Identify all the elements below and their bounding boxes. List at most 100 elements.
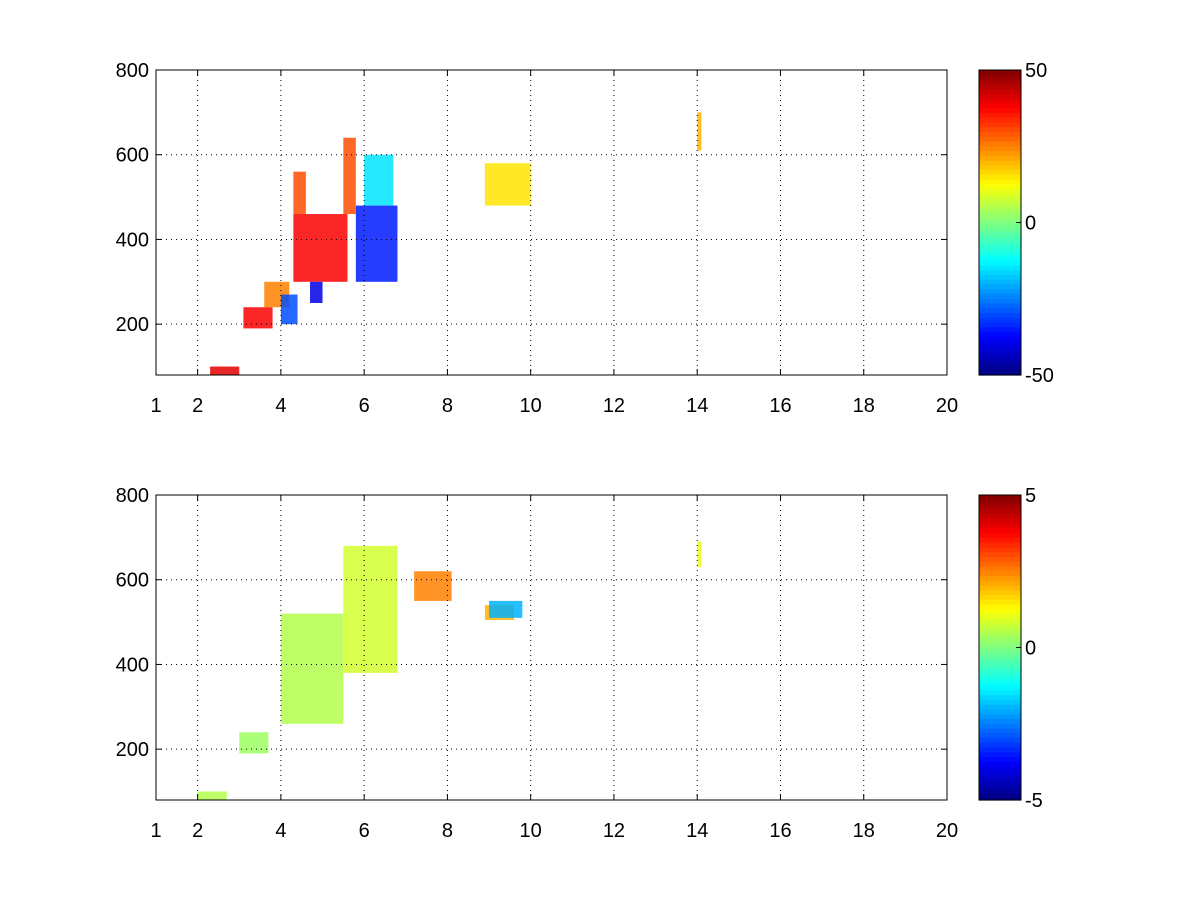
x-tick-label: 18 <box>853 820 875 842</box>
colorbar-segment <box>979 251 1021 257</box>
colorbar-segment <box>979 757 1021 763</box>
colorbar-segment <box>979 599 1021 606</box>
colorbar-segment <box>979 676 1021 682</box>
colorbar-segment <box>979 552 1021 558</box>
colorbar-segment <box>979 661 1021 668</box>
colorbar-segment <box>979 614 1021 620</box>
plot-area <box>156 495 947 800</box>
colorbar-segment <box>979 179 1021 185</box>
colorbar-segment <box>979 623 1021 630</box>
x-tick-label: 8 <box>442 395 453 417</box>
colorbar-segment <box>979 293 1021 300</box>
colorbar-segment <box>979 279 1021 286</box>
x-tick-label: 10 <box>520 820 542 842</box>
colorbar-segment <box>979 289 1021 295</box>
colorbar-segment <box>979 761 1021 768</box>
x-tick-label: 2 <box>192 820 203 842</box>
colorbar-segment <box>979 547 1021 553</box>
colorbar-segment <box>979 628 1021 634</box>
colorbar-segment <box>979 327 1021 333</box>
axes-frame <box>155 69 948 376</box>
colorbar-segment <box>979 566 1021 572</box>
colorbar: 5 0 -5 <box>978 485 1043 812</box>
colorbar-segment <box>979 742 1021 749</box>
x-tick-label: 20 <box>936 395 958 417</box>
colorbar-segment <box>979 495 1021 501</box>
colorbar-segment <box>979 518 1021 525</box>
colorbar-segment <box>979 93 1021 100</box>
colorbar-segment <box>979 752 1021 758</box>
colorbar-segment <box>979 509 1021 515</box>
plot-area <box>156 70 947 375</box>
colorbar-segment <box>979 542 1021 549</box>
colorbar-segment <box>979 313 1021 319</box>
colorbar-segment <box>979 499 1021 506</box>
colorbar-segment <box>979 580 1021 587</box>
x-tick-label: 10 <box>520 395 542 417</box>
colorbar-segment <box>979 303 1021 309</box>
colorbar-segment <box>979 265 1021 271</box>
colorbar-segment <box>979 341 1021 348</box>
colorbar-segment <box>979 155 1021 162</box>
colorbar-segment <box>979 165 1021 171</box>
colorbar-segment <box>979 108 1021 114</box>
x-tick-label: 12 <box>603 820 625 842</box>
grid-lines <box>156 70 947 375</box>
colorbar-segment <box>979 714 1021 720</box>
colorbar-segment <box>979 561 1021 568</box>
heatmap-region <box>280 613 344 724</box>
x-tick-label: 2 <box>192 395 203 417</box>
colorbar-segment <box>979 595 1021 601</box>
heatmap-region <box>484 163 531 206</box>
colorbar-segment <box>979 174 1021 181</box>
colorbar-segment <box>979 718 1021 725</box>
colorbar-segment <box>979 274 1021 281</box>
colorbar-segment <box>979 576 1021 582</box>
colorbar-segment <box>979 690 1021 696</box>
colorbar-segment <box>979 771 1021 777</box>
colorbar-segment <box>979 193 1021 200</box>
y-tick-label: 600 <box>116 145 149 167</box>
colorbar-segment <box>979 647 1021 653</box>
colorbar-segment <box>979 136 1021 143</box>
colorbar-segment <box>979 795 1021 801</box>
y-tick-label: 600 <box>116 570 149 592</box>
x-tick-label: 1 <box>150 820 161 842</box>
colorbar-segment <box>979 523 1021 529</box>
colorbar-segment <box>979 556 1021 563</box>
colorbar-segment <box>979 680 1021 687</box>
heatmap-region <box>293 214 348 282</box>
x-tick-label: 1 <box>150 395 161 417</box>
y-tick-label: 800 <box>116 485 149 507</box>
colorbar-segment <box>979 203 1021 209</box>
colorbar-segment <box>979 747 1021 753</box>
colorbar-segment <box>979 642 1021 649</box>
x-tick-label: 6 <box>359 395 370 417</box>
colorbar-segment <box>979 709 1021 715</box>
colorbar-segment <box>979 585 1021 591</box>
colorbar-segment <box>979 84 1021 90</box>
colorbar-segment <box>979 733 1021 739</box>
colorbar-tick-label: 50 <box>1025 60 1047 82</box>
colorbar-segment <box>979 699 1021 706</box>
colorbar-segment <box>979 704 1021 711</box>
x-tick-label: 14 <box>686 395 708 417</box>
colorbar-segment <box>979 332 1021 338</box>
colorbar-segment <box>979 637 1021 644</box>
colorbar-segment <box>979 284 1021 290</box>
colorbar-segment <box>979 270 1021 276</box>
colorbar-segment <box>979 652 1021 658</box>
colorbar-segment <box>979 298 1021 305</box>
colorbar-segment <box>979 170 1021 176</box>
colorbar-segment <box>979 246 1021 252</box>
heatmap-region <box>697 541 702 568</box>
heatmap-cells <box>210 112 702 375</box>
grid-lines <box>156 495 947 800</box>
colorbar-segment <box>979 776 1021 782</box>
colorbar-segment <box>979 70 1021 76</box>
x-tick-label: 12 <box>603 395 625 417</box>
axes-frame <box>155 494 948 801</box>
colorbar-segment <box>979 189 1021 195</box>
colorbar-segment <box>979 609 1021 615</box>
